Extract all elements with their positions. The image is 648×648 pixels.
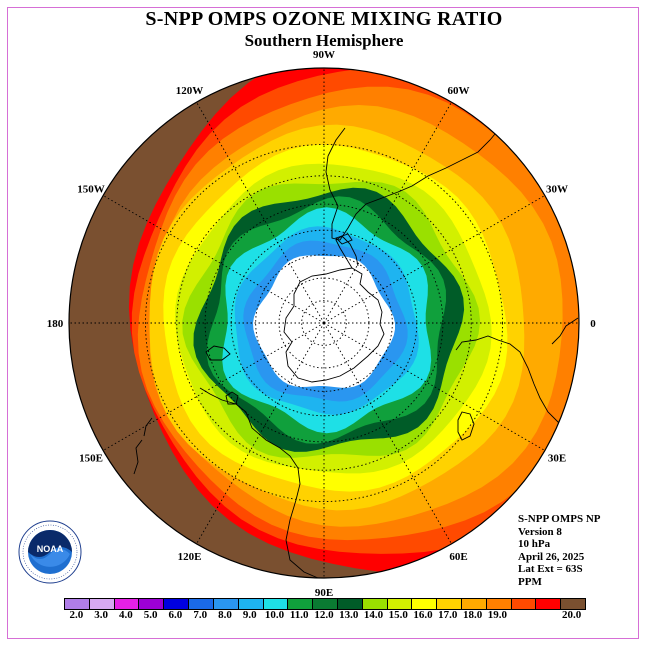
colorbar-tick-label: 17.0 [438, 609, 458, 621]
meridian-line [323, 322, 546, 451]
tasmania [225, 391, 239, 405]
colorbar-swatch [213, 599, 239, 609]
colorbar-tick-label: 3.0 [94, 609, 109, 621]
colorbar-tick-label: 6.0 [168, 609, 183, 621]
coastlines [133, 127, 579, 578]
tierra-del-fuego [335, 233, 353, 245]
longitude-label: 30E [548, 453, 566, 465]
colorbar-swatch [412, 599, 438, 609]
madagascar [457, 411, 475, 441]
info-panel: S-NPP OMPS NP Version 8 10 hPa April 26,… [518, 513, 601, 589]
info-pressure: 10 hPa [518, 538, 551, 551]
colorbar-swatch [288, 599, 314, 609]
longitude-label: 120E [178, 551, 202, 563]
colorbar-tick-label: 20.0 [561, 609, 582, 621]
colorbar-tick-label: 16.0 [413, 609, 433, 621]
meridian-line [323, 322, 452, 545]
longitude-label: 90W [313, 49, 335, 61]
longitude-label: 60W [448, 85, 470, 97]
colorbar-swatch [139, 599, 165, 609]
colorbar-tick-label: 13.0 [339, 609, 359, 621]
colorbar-tick-label: 8.0 [218, 609, 232, 621]
meridian-line [196, 101, 325, 324]
new-zealand-south [143, 417, 153, 437]
colorbar-swatch [561, 599, 586, 609]
colorbar-tick-label: 2.0 [69, 609, 84, 621]
colorbar-tick-label: 5.0 [143, 609, 158, 621]
longitude-label: 150W [77, 184, 105, 196]
colorbar-swatch [114, 599, 140, 609]
meridian-line [102, 322, 325, 451]
info-instrument: S-NPP OMPS NP [518, 513, 601, 525]
colorbar-swatch [313, 599, 338, 609]
africa-coast [455, 335, 575, 433]
colorbar-tick-label: 10.0 [264, 609, 285, 621]
colorbar-swatch [511, 599, 537, 609]
info-date: April 26, 2025 [518, 550, 585, 563]
colorbar [64, 598, 586, 610]
antarctic-peninsula [335, 235, 359, 269]
colorbar-swatch [238, 599, 264, 609]
colorbar-tick-label: 12.0 [314, 609, 334, 621]
meridian-line [102, 195, 325, 324]
meridian-line [196, 322, 325, 545]
longitude-label: 180 [47, 318, 64, 330]
longitude-labels: 90W 60W 30W 0 30E 60E 90E 120E 150E 180 150W 120W [47, 49, 597, 599]
colorbar-tick-label: 9.0 [242, 609, 257, 621]
colorbar-tick-label: 7.0 [193, 609, 208, 621]
antarctica-coast [283, 267, 385, 383]
australia-coast [199, 387, 319, 578]
colorbar-swatch [189, 599, 214, 609]
info-lat-extent: Lat Ext = 63S [518, 563, 583, 576]
noaa-logo-text: NOAA [37, 544, 64, 554]
colorbar-labels: 2.0 3.0 4.0 5.0 6.0 7.0 8.0 9.0 10.0 11.0 12.0 13.0… [64, 609, 584, 623]
colorbar-tick-label: 14.0 [363, 609, 384, 621]
longitude-label: 120W [176, 85, 204, 97]
noaa-logo: NOAA [18, 520, 82, 589]
new-zealand-north [133, 439, 143, 475]
longitude-label: 30W [546, 184, 568, 196]
ross-ice-shelf [205, 345, 231, 361]
colorbar-tick-label: 4.0 [119, 609, 133, 621]
south-america-coast [325, 127, 501, 241]
map-title: S-NPP OMPS OZONE MIXING RATIO [145, 8, 503, 30]
south-pole-marker [322, 321, 326, 325]
colorbar-tick-label: 15.0 [388, 609, 408, 621]
colorbar-swatch [89, 599, 115, 609]
longitude-label: 60E [449, 551, 467, 563]
colorbar-tick-label: 18.0 [462, 609, 483, 621]
colorbar-swatch [337, 599, 363, 609]
info-units: PPM [518, 575, 542, 588]
colorbar-tick-label: 11.0 [289, 609, 309, 621]
meridian-line [323, 101, 452, 324]
longitude-label: 90E [315, 587, 333, 599]
meridian-line [323, 195, 546, 324]
latitude-circle [204, 203, 444, 443]
colorbar-swatch [486, 599, 512, 609]
colorbar-swatch [387, 599, 413, 609]
info-version: Version 8 [518, 525, 562, 538]
colorbar-swatch [536, 599, 562, 609]
map-boundary [68, 67, 580, 579]
longitude-label: 0 [590, 318, 596, 330]
colorbar-swatch [437, 599, 462, 609]
colorbar-tick-label: 19.0 [487, 609, 507, 621]
colorbar-swatch [164, 599, 190, 609]
colorbar-swatch [263, 599, 289, 609]
map-subtitle: Southern Hemisphere [244, 31, 404, 50]
colorbar-swatch [462, 599, 487, 609]
noaa-emblem: NOAA [18, 520, 82, 584]
africa-east [551, 317, 579, 345]
longitude-label: 150E [79, 453, 103, 465]
graticule [69, 68, 579, 578]
latitude-circle [176, 175, 472, 471]
latitude-circle [144, 143, 504, 503]
plot-frame [7, 7, 639, 639]
colorbar-swatch [65, 599, 90, 609]
latitude-circle [301, 300, 347, 346]
colorbar-swatch [362, 599, 388, 609]
